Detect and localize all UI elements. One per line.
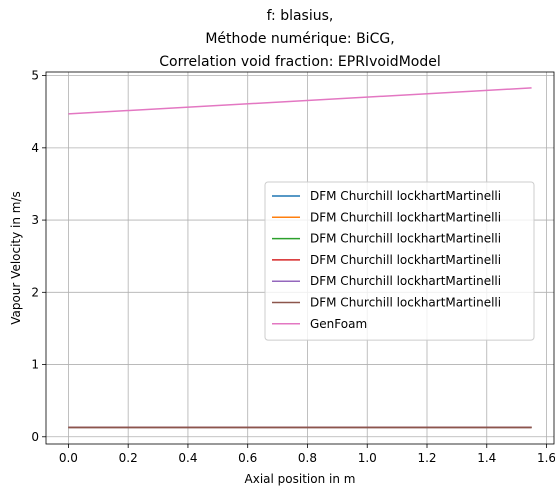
x-tick-label: 1.4 (477, 451, 496, 465)
x-axis-label: Axial position in m (245, 472, 356, 486)
x-tick-label: 0.4 (178, 451, 197, 465)
x-tick-label: 1.0 (358, 451, 377, 465)
plot-area-frame (45, 71, 555, 445)
x-tick-label: 0.8 (298, 451, 317, 465)
title-line-1: f: blasius, (267, 8, 334, 24)
chart-title: f: blasius, Méthode numérique: BiCG, Cor… (159, 8, 440, 70)
x-tick-label: 1.6 (537, 451, 555, 465)
x-tick-label: 0.0 (59, 451, 78, 465)
x-tick-label: 0.6 (238, 451, 257, 465)
y-axis-ticks: 0 1 2 3 4 5 (31, 69, 46, 444)
legend: DFM Churchill lockhartMartinelli DFM Chur… (264, 181, 535, 341)
legend-entry-label: DFM Churchill lockhartMartinelli (310, 274, 501, 288)
y-tick-label: 0 (31, 430, 39, 444)
title-line-3: Correlation void fraction: EPRIvoidModel (159, 54, 440, 70)
x-tick-label: 0.2 (119, 451, 138, 465)
legend-entry-label: DFM Churchill lockhartMartinelli (310, 232, 501, 246)
series-line-7 (68, 87, 532, 115)
legend-entry-label: DFM Churchill lockhartMartinelli (310, 189, 501, 203)
legend-entry-label: GenFoam (310, 317, 367, 331)
title-line-2: Méthode numérique: BiCG, (205, 31, 394, 47)
y-tick-label: 5 (31, 69, 39, 83)
x-axis-ticks: 0.0 0.2 0.4 0.6 0.8 1.0 1.2 1.4 1.6 (59, 444, 555, 465)
legend-box (264, 181, 535, 341)
legend-entry-label: DFM Churchill lockhartMartinelli (310, 253, 501, 267)
y-tick-label: 2 (31, 285, 39, 299)
legend-entry-label: DFM Churchill lockhartMartinelli (310, 296, 501, 310)
y-tick-label: 4 (31, 141, 39, 155)
legend-entry-label: DFM Churchill lockhartMartinelli (310, 210, 501, 224)
y-tick-label: 3 (31, 213, 39, 227)
y-axis-label: Vapour Velocity in m/s (9, 191, 23, 325)
y-tick-label: 1 (31, 358, 39, 372)
plot-series (68, 87, 532, 429)
x-tick-label: 1.2 (417, 451, 436, 465)
